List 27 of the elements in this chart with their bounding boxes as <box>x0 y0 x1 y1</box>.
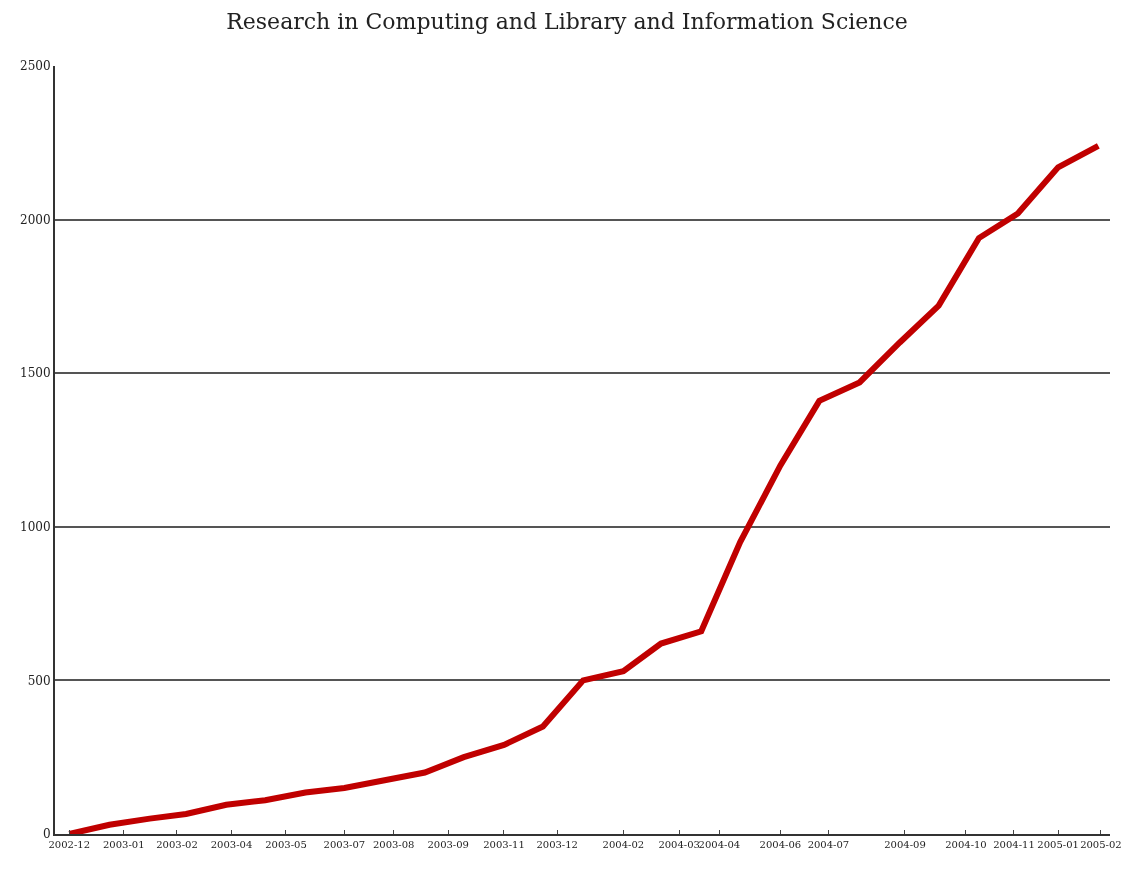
chart-title: Research in Computing and Library and Information Science <box>226 8 908 34</box>
y-tick-label: 500 <box>27 673 51 688</box>
x-tick-label: 2005-01 <box>1037 839 1079 850</box>
x-tick-label: 2003-01 <box>103 839 145 850</box>
x-tick-label: 2004-04 <box>698 839 741 850</box>
y-tick-label: 1500 <box>20 366 51 381</box>
x-tick-label: 2005-02 <box>1080 839 1122 850</box>
x-tick-label: 2003-04 <box>210 839 253 850</box>
x-tick-label: 2003-07 <box>323 839 366 850</box>
x-tick-label: 2004-06 <box>759 839 802 850</box>
y-tick-label: 2000 <box>20 212 51 227</box>
y-tick-label: 2500 <box>20 59 51 74</box>
x-tick-label: 2004-10 <box>945 839 987 850</box>
x-tick-label: 2004-03 <box>658 839 700 850</box>
x-tick-label: 2004-02 <box>602 839 645 850</box>
x-tick-label: 2004-11 <box>993 839 1035 850</box>
x-tick-label: 2003-02 <box>156 839 198 850</box>
x-tick-label: 2002-12 <box>48 839 91 850</box>
x-tick-label: 2003-08 <box>372 839 415 850</box>
x-tick-label: 2003-05 <box>265 839 307 850</box>
x-tick-label: 2003-12 <box>536 839 578 850</box>
y-tick-label: 1000 <box>20 520 51 534</box>
x-tick-label: 2004-07 <box>807 839 850 850</box>
y-tick-label: 0 <box>42 827 51 842</box>
x-tick-label: 2003-09 <box>427 839 469 850</box>
x-tick-label: 2003-11 <box>483 839 525 850</box>
x-tick-label: 2004-09 <box>884 839 926 850</box>
